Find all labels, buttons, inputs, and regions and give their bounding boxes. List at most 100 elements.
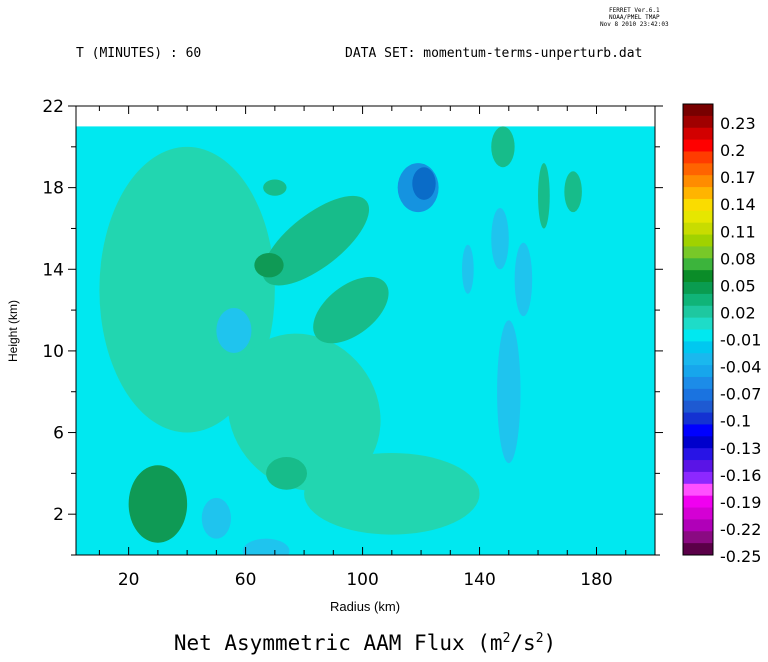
colorbar-label: -0.16 — [720, 466, 761, 485]
plot-area — [76, 106, 655, 555]
contour-region — [266, 457, 308, 490]
colorbar-swatch — [683, 115, 713, 129]
colorbar-frame — [682, 103, 714, 556]
colorbar-swatch — [683, 483, 713, 497]
y-tick-label: 10 — [42, 342, 64, 362]
plot-frame — [75, 105, 656, 556]
title-units-sup2: 2 — [536, 631, 544, 646]
colorbar-swatch — [683, 424, 713, 437]
colorbar-swatch — [683, 317, 713, 330]
contour-region — [538, 163, 550, 229]
colorbar-label: -0.13 — [720, 439, 761, 458]
x-tick-label: 20 — [118, 570, 140, 590]
colorbar-label: -0.01 — [720, 331, 761, 350]
colorbar-swatch — [683, 187, 713, 200]
y-axis-label: Height (km) — [6, 300, 20, 362]
colorbar-swatch — [683, 400, 713, 414]
stamp-line2: NOAA/PMEL TMAP — [609, 14, 660, 21]
time-label: T (MINUTES) : 60 — [76, 46, 202, 61]
colorbar-label: -0.19 — [720, 493, 761, 512]
x-axis-label: Radius (km) — [330, 599, 400, 614]
colorbar-label: -0.04 — [720, 358, 761, 377]
contour-region — [242, 538, 290, 555]
contour-region — [412, 167, 436, 200]
x-tick-label: 100 — [346, 570, 378, 590]
colorbar-swatch — [683, 198, 713, 212]
contour-region — [462, 244, 474, 294]
colorbar-label: 0.17 — [720, 168, 756, 187]
colorbar-swatch — [683, 519, 713, 532]
contour-region — [514, 242, 533, 317]
y-tick-label: 22 — [42, 97, 64, 117]
contour-region — [313, 276, 389, 344]
colorbar-swatch — [683, 258, 713, 271]
colorbar-label: -0.25 — [720, 547, 761, 566]
title-units-close: ) — [544, 631, 557, 655]
colorbar-swatch — [683, 436, 713, 449]
chart-title-main: Net Asymmetric AAM Flux (m — [174, 631, 503, 655]
colorbar-swatch — [683, 210, 713, 224]
contour-region — [128, 465, 188, 543]
contour-region — [262, 195, 370, 286]
x-tick-label: 60 — [235, 570, 257, 590]
colorbar-swatch — [683, 329, 713, 342]
colorbar-label: -0.07 — [720, 385, 761, 404]
colorbar-swatch — [683, 222, 713, 236]
colorbar-swatch — [683, 293, 713, 307]
colorbar-swatch — [683, 353, 713, 366]
dataset-label: DATA SET: momentum-terms-unperturb.dat — [345, 46, 643, 61]
colorbar-swatch — [683, 163, 713, 176]
colorbar-label: 0.14 — [720, 195, 756, 214]
colorbar-swatch — [683, 543, 713, 556]
contour-region — [201, 497, 231, 539]
colorbar-swatch — [683, 471, 713, 485]
colorbar-swatch — [683, 376, 713, 390]
contour-region — [263, 179, 287, 196]
colorbar-swatch — [683, 495, 713, 509]
colorbar-label: -0.22 — [720, 520, 761, 539]
colorbar-label: 0.23 — [720, 114, 756, 133]
colorbar-swatch — [683, 246, 713, 259]
contour-region — [99, 146, 275, 433]
colorbar-swatch — [683, 388, 713, 402]
chart-title: Net Asymmetric AAM Flux (m2/s2) — [174, 631, 556, 655]
colorbar-swatch — [683, 234, 713, 247]
stamp-line3: Nov 8 2010 23:42:03 — [600, 21, 669, 28]
y-tick-label: 2 — [53, 505, 64, 525]
colorbar: -0.25 -0.22 -0.19 -0.16 -0.13 -0.1 -0.07 -0.04 -… — [682, 103, 761, 566]
colorbar-swatch — [683, 139, 713, 152]
colorbar-label: 0.05 — [720, 276, 756, 295]
colorbar-swatch — [683, 127, 713, 141]
colorbar-swatch — [683, 507, 713, 520]
y-tick-label: 6 — [53, 424, 64, 444]
colorbar-swatch — [683, 412, 713, 425]
colorbar-swatch — [683, 448, 713, 461]
title-units-sup1: 2 — [503, 631, 511, 646]
x-axis: 20 60 100 140 180 — [98, 106, 656, 590]
no-data-region — [76, 106, 655, 127]
contour-region — [227, 333, 381, 491]
colorbar-label: 0.08 — [720, 249, 756, 268]
colorbar-swatch — [683, 270, 713, 283]
colorbar-swatch — [683, 341, 713, 354]
colorbar-swatch — [683, 151, 713, 164]
colorbar-swatch — [683, 104, 713, 117]
colorbar-swatch — [683, 531, 713, 544]
stamp-line1: FERRET Ver.6.1 — [609, 7, 660, 14]
colorbar-label: 0.02 — [720, 303, 756, 322]
title-units-mid: /s — [510, 631, 535, 655]
colorbar-label: -0.1 — [720, 412, 751, 431]
contour-region — [564, 171, 582, 213]
contour-region — [304, 452, 480, 535]
colorbar-swatch — [683, 282, 713, 295]
y-tick-label: 14 — [42, 260, 64, 280]
contour-region — [491, 208, 509, 270]
y-axis: 2 6 10 14 18 22 — [42, 97, 663, 556]
contour-region — [254, 252, 284, 278]
colorbar-label: 0.11 — [720, 222, 756, 241]
contour-region — [497, 320, 521, 464]
colorbar-swatch — [683, 460, 713, 473]
ferret-stamp: FERRET Ver.6.1 NOAA/PMEL TMAP Nov 8 2010… — [600, 7, 669, 28]
colorbar-swatch — [683, 365, 713, 378]
